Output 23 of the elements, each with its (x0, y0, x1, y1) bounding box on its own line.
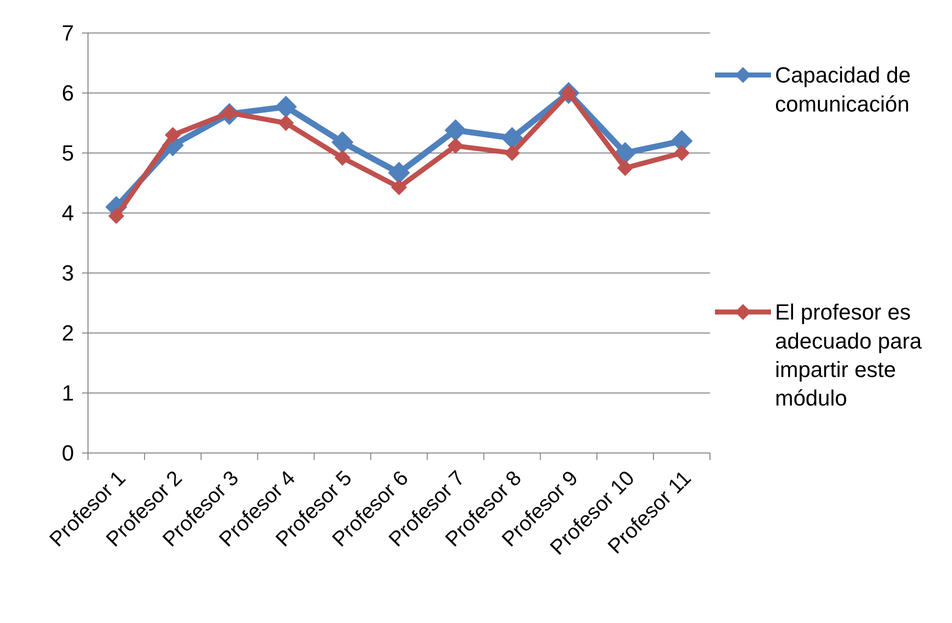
point (278, 115, 294, 131)
point (617, 160, 634, 176)
y-tick-label: 1 (62, 380, 74, 406)
y-tick-label: 3 (62, 260, 74, 286)
y-tick-label: 6 (62, 80, 74, 106)
point (274, 96, 297, 118)
y-tick-label: 2 (62, 320, 74, 346)
point (674, 145, 690, 161)
point (501, 127, 524, 149)
y-tick-label: 5 (62, 140, 74, 166)
legend-label: El profesor es adecuado para impartir este módulo (775, 300, 923, 410)
point (391, 179, 407, 196)
legend-label: Capacidad de comunicación (775, 62, 911, 116)
y-tick-label: 4 (62, 200, 74, 226)
point (448, 138, 464, 154)
point (331, 131, 354, 154)
point (334, 150, 350, 166)
point (164, 127, 181, 143)
y-tick-label: 0 (62, 440, 74, 466)
y-tick-label: 7 (62, 20, 74, 46)
point (444, 119, 467, 142)
point (108, 208, 124, 224)
point (504, 145, 520, 161)
